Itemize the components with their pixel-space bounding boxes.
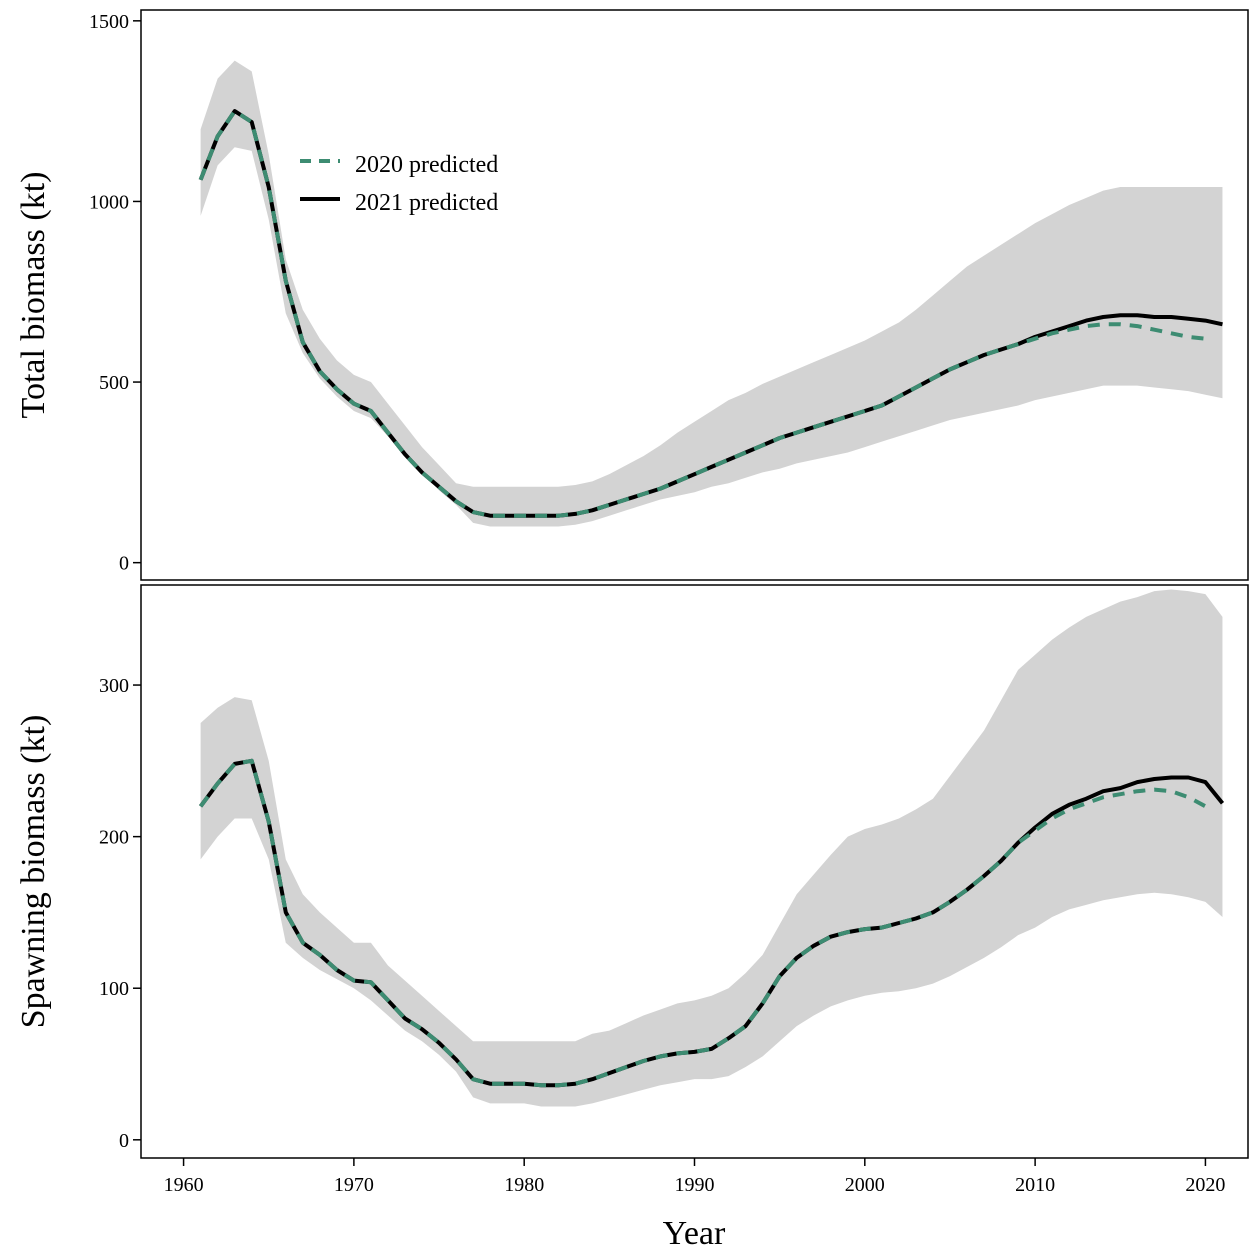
x-tick-label: 1960 bbox=[164, 1174, 204, 1196]
spawning-biomass-panel: 0 100 200 300 Spawning biomass (kt) bbox=[15, 584, 1249, 1159]
legend-label-2021-predicted: 2021 predicted bbox=[355, 190, 498, 216]
spawning-biomass-y-tick-label: 100 bbox=[99, 978, 129, 1000]
x-tick-label: 2000 bbox=[845, 1174, 885, 1196]
x-tick-label: 1990 bbox=[675, 1174, 715, 1196]
x-tick-label: 1970 bbox=[334, 1174, 374, 1196]
total-biomass-line-2020-predicted bbox=[198, 109, 1206, 518]
total-biomass-y-axis-title: Total biomass (kt) bbox=[15, 172, 52, 419]
spawning-biomass-y-tick-label: 300 bbox=[99, 675, 129, 697]
spawning-biomass-y-tick-label: 200 bbox=[99, 827, 129, 849]
total-biomass-confidence-band bbox=[200, 60, 1223, 527]
x-tick-label: 2020 bbox=[1185, 1174, 1225, 1196]
x-tick-label: 2010 bbox=[1015, 1174, 1055, 1196]
total-biomass-y-tick-label: 1500 bbox=[89, 11, 129, 33]
legend: 2020 predicted 2021 predicted bbox=[300, 152, 498, 216]
spawning-biomass-line-2020-predicted bbox=[198, 758, 1207, 1088]
x-axis: 1960 1970 1980 1990 2000 2010 2020 bbox=[164, 1158, 1225, 1196]
total-biomass-y-tick-label: 1000 bbox=[89, 191, 129, 213]
total-biomass-y-tick-label: 500 bbox=[99, 372, 129, 394]
total-biomass-panel: 0 500 1000 1500 Total biomass (kt) 2020 pre… bbox=[15, 9, 1249, 581]
x-tick-label: 1980 bbox=[504, 1174, 544, 1196]
spawning-biomass-y-tick-label: 0 bbox=[119, 1130, 129, 1152]
x-axis-title: Year bbox=[663, 1215, 726, 1252]
spawning-biomass-y-axis-title: Spawning biomass (kt) bbox=[15, 715, 52, 1029]
total-biomass-y-tick-label: 0 bbox=[119, 553, 129, 575]
legend-label-2020-predicted: 2020 predicted bbox=[355, 152, 498, 178]
spawning-biomass-confidence-band bbox=[200, 589, 1223, 1107]
total-biomass-plot-frame bbox=[140, 9, 1249, 581]
